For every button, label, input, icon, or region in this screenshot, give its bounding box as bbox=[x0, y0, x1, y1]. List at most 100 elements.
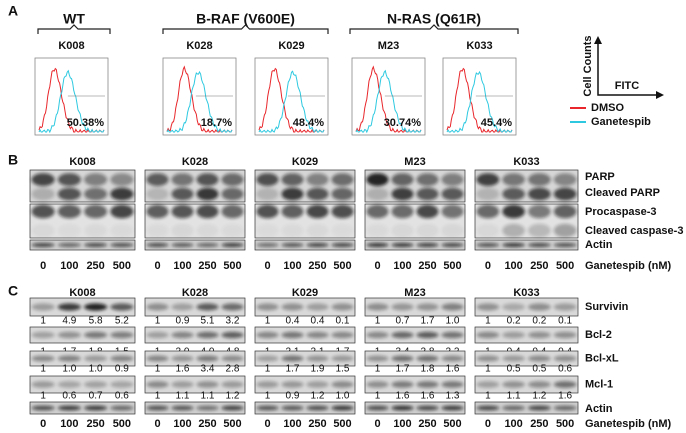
dose-label: 500 bbox=[556, 260, 574, 272]
dose-label: 0 bbox=[40, 260, 46, 272]
blot-band bbox=[84, 303, 108, 311]
blot-band bbox=[476, 173, 500, 187]
blot-band bbox=[84, 331, 108, 339]
blot-band bbox=[221, 187, 244, 201]
quant-value: 1.7 bbox=[396, 364, 410, 375]
blot-band bbox=[281, 381, 304, 388]
dose-label: 100 bbox=[60, 418, 78, 430]
quant-value: 1.0 bbox=[62, 364, 76, 375]
dose-label: 100 bbox=[173, 418, 191, 430]
blot-band bbox=[528, 381, 551, 388]
blot-band bbox=[221, 243, 244, 247]
blot-band bbox=[306, 204, 329, 219]
blot-frame bbox=[364, 239, 466, 251]
quant-value: 0.6 bbox=[62, 391, 76, 402]
quant-value: 1 bbox=[155, 391, 161, 402]
quant-value: 1.6 bbox=[421, 391, 435, 402]
quant-value: 0.2 bbox=[532, 316, 546, 327]
blot-band bbox=[416, 355, 439, 362]
blot-band bbox=[476, 187, 500, 201]
quant-value: 0.9 bbox=[286, 391, 300, 402]
blot-band bbox=[391, 381, 414, 388]
protein-label: Actin bbox=[585, 403, 613, 415]
quant-value: 1 bbox=[40, 391, 46, 402]
blot-band bbox=[332, 224, 354, 238]
quant-value: 1.0 bbox=[89, 364, 103, 375]
dose-label: 100 bbox=[173, 260, 191, 272]
dose-label: 100 bbox=[393, 418, 411, 430]
quant-value: 0.4 bbox=[311, 316, 325, 327]
dose-label: 0 bbox=[264, 260, 270, 272]
quant-value: 0.2 bbox=[507, 316, 521, 327]
dose-label: 100 bbox=[60, 260, 78, 272]
quant-value: 1 bbox=[485, 316, 491, 327]
blot-band bbox=[57, 381, 81, 388]
blot-band bbox=[256, 303, 279, 311]
histogram-frame bbox=[162, 57, 237, 136]
blot-band bbox=[366, 204, 389, 219]
protein-label: Mcl-1 bbox=[585, 378, 613, 390]
blot-band bbox=[476, 331, 500, 339]
protein-label: PARP bbox=[585, 171, 615, 183]
blot-band bbox=[257, 224, 279, 238]
blot-band bbox=[84, 187, 108, 201]
blot-band bbox=[196, 381, 219, 388]
blot-frame bbox=[29, 375, 136, 394]
protein-label: Procaspase-3 bbox=[585, 206, 657, 218]
quant-value: 0.9 bbox=[176, 316, 190, 327]
dose-label: 500 bbox=[443, 260, 461, 272]
ganetespib-curve bbox=[258, 70, 325, 133]
blot-band bbox=[146, 204, 169, 219]
dose-label: 0 bbox=[264, 418, 270, 430]
quant-value: 0.9 bbox=[115, 364, 129, 375]
quant-value: 3.2 bbox=[226, 316, 240, 327]
blot-band bbox=[416, 223, 439, 238]
group-label: WT bbox=[63, 11, 85, 27]
blot-band bbox=[476, 223, 500, 238]
axis-corner bbox=[597, 40, 660, 96]
percent-label: 48.4% bbox=[293, 117, 324, 129]
blot-band bbox=[84, 173, 108, 187]
blot-band bbox=[331, 187, 354, 201]
quant-value: 1.0 bbox=[336, 391, 350, 402]
blot-band bbox=[367, 224, 389, 238]
sample-label: K028 bbox=[186, 40, 212, 52]
blot-frame bbox=[254, 297, 356, 317]
sample-label: K028 bbox=[182, 287, 208, 299]
quant-value: 1.6 bbox=[396, 391, 410, 402]
dmso-curve bbox=[258, 67, 325, 133]
blot-frame bbox=[29, 239, 136, 251]
quant-value: 0.6 bbox=[115, 391, 129, 402]
blot-band bbox=[366, 243, 389, 247]
sample-label: K029 bbox=[292, 156, 318, 168]
histogram-frame bbox=[351, 57, 426, 136]
blot-band bbox=[84, 355, 108, 362]
ganetespib-curve bbox=[166, 70, 233, 133]
quant-value: 0.1 bbox=[558, 316, 572, 327]
quant-value: 1 bbox=[265, 391, 271, 402]
quant-value: 1 bbox=[375, 316, 381, 327]
blot-band bbox=[331, 243, 354, 247]
dose-label: 250 bbox=[198, 260, 216, 272]
blot-band bbox=[31, 331, 55, 339]
dose-label: 250 bbox=[530, 260, 548, 272]
blot-band bbox=[281, 405, 304, 411]
blot-band bbox=[306, 173, 329, 187]
blot-band bbox=[502, 173, 525, 187]
blot-band bbox=[57, 187, 81, 201]
blot-band bbox=[366, 303, 389, 311]
blot-band bbox=[366, 173, 389, 187]
quant-value: 1 bbox=[265, 316, 271, 327]
blot-frame bbox=[144, 326, 246, 344]
sample-label: K028 bbox=[182, 156, 208, 168]
blot-band bbox=[331, 331, 354, 339]
blot-band bbox=[391, 223, 414, 238]
blot-band bbox=[391, 331, 414, 339]
sample-label: M23 bbox=[404, 156, 425, 168]
sample-label: K029 bbox=[292, 287, 318, 299]
quant-value: 2.8 bbox=[226, 364, 240, 375]
blot-band bbox=[391, 405, 414, 411]
blot-band bbox=[441, 204, 464, 219]
blot-frame bbox=[474, 239, 579, 251]
blot-band bbox=[171, 223, 194, 238]
